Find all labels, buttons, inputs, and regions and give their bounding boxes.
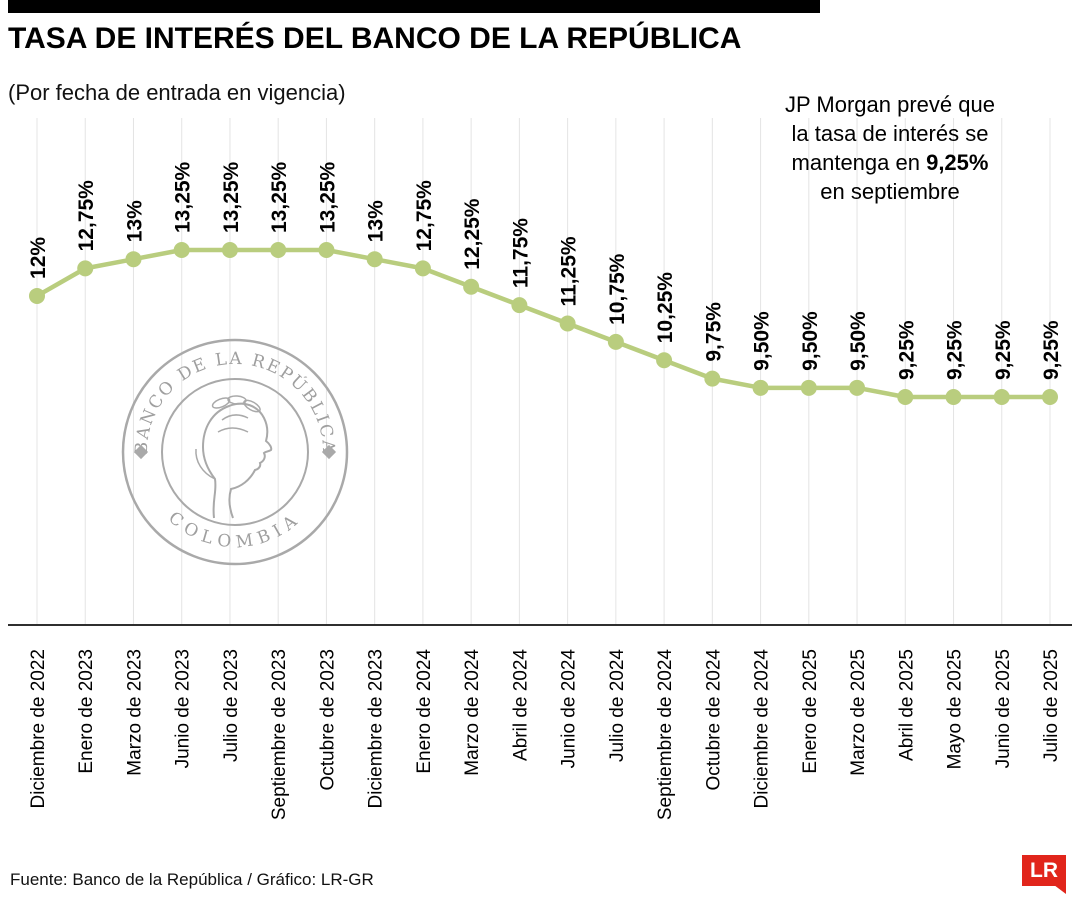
value-label: 11,75% (509, 218, 532, 288)
data-point (993, 389, 1010, 405)
x-axis-label: Junio de 2023 (173, 649, 194, 768)
x-axis-label: Diciembre de 2024 (752, 649, 773, 809)
annotation-rate-bold: 9,25% (926, 150, 989, 175)
data-point (173, 242, 190, 258)
value-label: 10,25% (654, 272, 677, 344)
source-credit: Fuente: Banco de la República / Gráfico:… (10, 870, 374, 889)
x-axis-label: Octubre de 2023 (317, 649, 338, 791)
value-label: 9,25% (895, 320, 918, 380)
seal-diamond-left (133, 444, 149, 460)
value-label: 9,25% (992, 320, 1015, 380)
value-label: 13,25% (268, 161, 291, 233)
value-label: 13% (123, 200, 146, 242)
data-point (752, 379, 769, 396)
x-axis-label: Enero de 2025 (800, 649, 821, 774)
rate-line (34, 247, 1053, 400)
x-axis-label: Diciembre de 2022 (28, 649, 49, 808)
annotation-line-4: en septiembre (820, 179, 960, 204)
value-label: 9,50% (847, 311, 870, 371)
x-axis-label: Marzo de 2024 (462, 649, 483, 776)
data-point (366, 251, 383, 268)
value-label: 12% (27, 237, 50, 279)
data-point (511, 297, 528, 314)
x-axis-label: Enero de 2024 (414, 649, 435, 774)
data-point (414, 260, 431, 277)
annotation-line-3: mantenga en 9,25% (791, 150, 989, 175)
value-label: 9,50% (751, 311, 774, 371)
data-point (270, 242, 287, 258)
data-point (221, 242, 238, 258)
data-point (1042, 389, 1058, 405)
page-title: TASA DE INTERÉS DEL BANCO DE LA REPÚBLIC… (8, 22, 742, 55)
x-axis-label: Marzo de 2023 (124, 649, 145, 776)
lr-logo-tail (1054, 885, 1066, 894)
x-axis-label: Julio de 2025 (1041, 649, 1062, 762)
x-axis-label: Julio de 2023 (221, 649, 242, 762)
annotation-line-2: la tasa de interés se (791, 121, 989, 146)
data-point (656, 352, 673, 369)
x-axis-label: Septiembre de 2024 (655, 649, 676, 821)
x-axis-label: Julio de 2024 (607, 649, 628, 762)
x-axis-label: Junio de 2025 (993, 649, 1014, 768)
x-axis-label: Marzo de 2025 (848, 649, 869, 776)
data-point (849, 379, 866, 396)
value-label: 9,25% (944, 320, 967, 380)
value-label: 9,25% (1040, 320, 1063, 380)
x-axis-label: Septiembre de 2023 (269, 649, 290, 820)
data-point (945, 389, 962, 405)
seal-ring-text-bottom: COLOMBIA (164, 508, 305, 553)
data-point (125, 251, 142, 268)
data-point (559, 315, 576, 332)
x-axis-label: Junio de 2024 (559, 649, 580, 769)
value-label: 13% (365, 200, 388, 242)
value-label: 9,50% (799, 311, 822, 371)
lr-logo: LR (1022, 855, 1066, 894)
x-axis-label: Mayo de 2025 (945, 649, 966, 769)
value-label: 13,25% (316, 161, 339, 233)
seal-diamond-right (321, 444, 337, 460)
data-point (704, 370, 721, 387)
value-label: 9,75% (702, 302, 725, 362)
lr-logo-text: LR (1030, 858, 1058, 882)
value-label: 12,25% (461, 198, 484, 270)
data-point (77, 260, 94, 277)
annotation-line-1: JP Morgan prevé que (785, 92, 995, 117)
x-axis-label: Abril de 2024 (510, 649, 531, 761)
data-point (29, 287, 45, 304)
seal-inner-circle (161, 378, 309, 526)
x-axis-label: Enero de 2023 (76, 649, 97, 774)
data-point (607, 333, 624, 350)
value-label: 10,75% (606, 253, 629, 325)
data-point (463, 278, 480, 295)
banco-republica-seal-watermark: BANCO DE LA REPÚBLICA COLOMBIA (121, 338, 349, 566)
jp-morgan-annotation: JP Morgan prevé que la tasa de interés s… (740, 90, 1040, 206)
seal-outer-circle (121, 338, 349, 566)
series-layer: 12% Diciembre de 2022 12,75% Enero de 2023 1… (27, 161, 1063, 820)
liberty-head-profile (195, 395, 273, 519)
value-label: 13,25% (172, 161, 195, 233)
data-point (318, 242, 335, 258)
page-subtitle: (Por fecha de entrada en vigencia) (8, 80, 346, 105)
value-label: 12,75% (75, 180, 98, 252)
x-axis-label: Octubre de 2024 (703, 649, 724, 791)
value-label: 11,25% (558, 236, 581, 306)
top-black-bar (8, 0, 820, 13)
value-label: 12,75% (413, 180, 436, 252)
gridline-layer (8, 118, 1072, 626)
data-point (800, 379, 817, 396)
x-axis-label: Diciembre de 2023 (366, 649, 387, 808)
x-axis-label: Abril de 2025 (896, 649, 917, 761)
data-point (897, 389, 914, 405)
value-label: 13,25% (220, 161, 243, 233)
